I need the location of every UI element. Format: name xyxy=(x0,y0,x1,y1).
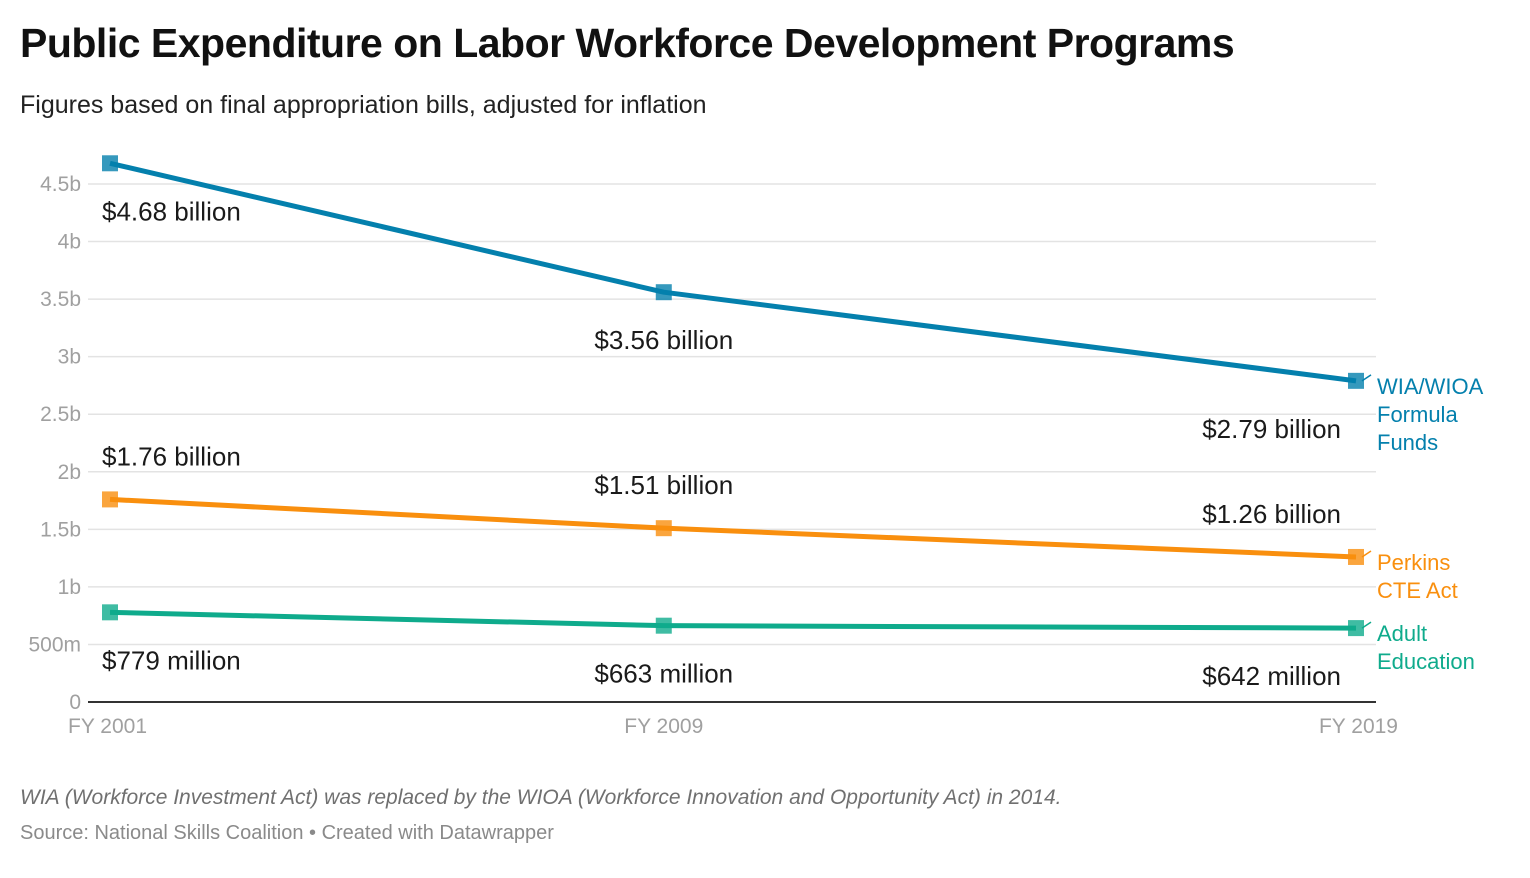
series-name-label: Adult xyxy=(1377,621,1427,646)
y-tick-label: 4.5b xyxy=(40,173,81,196)
series-label-connector xyxy=(1361,621,1372,629)
y-tick-label: 2b xyxy=(58,461,81,484)
data-value-label: $1.76 billion xyxy=(102,441,241,471)
data-value-label: $642 million xyxy=(1202,661,1341,691)
series-lines xyxy=(102,155,1364,637)
data-point-marker xyxy=(102,491,118,508)
data-value-label: $2.79 billion xyxy=(1202,414,1341,444)
data-value-label: $1.51 billion xyxy=(594,470,733,500)
data-point-marker xyxy=(102,155,118,172)
x-tick-label: FY 2009 xyxy=(624,715,703,738)
data-value-label: $3.56 billion xyxy=(594,325,733,355)
y-tick-label: 3b xyxy=(58,346,81,369)
x-tick-label: FY 2001 xyxy=(68,715,147,738)
series-name-label: WIA/WIOA xyxy=(1377,374,1484,399)
series-label-connector xyxy=(1361,550,1372,558)
series-name-label: Funds xyxy=(1377,430,1438,455)
y-tick-label: 500m xyxy=(28,633,81,656)
x-tick-label: FY 2019 xyxy=(1319,715,1398,738)
series-name-label: Formula xyxy=(1377,402,1458,427)
series-line xyxy=(109,609,1357,631)
data-value-label: $4.68 billion xyxy=(102,196,241,226)
y-tick-label: 1b xyxy=(58,576,81,599)
x-axis-ticks: FY 2001 FY 2009 FY 2019 xyxy=(68,715,1398,738)
chart-title: Public Expenditure on Labor Workforce De… xyxy=(20,20,1235,66)
y-tick-label: 4b xyxy=(58,231,81,254)
series-line xyxy=(109,496,1357,560)
data-value-label: $663 million xyxy=(594,659,733,689)
data-point-marker xyxy=(1348,548,1364,565)
data-labels: $4.68 billion $3.56 billion $2.79 billion W… xyxy=(102,196,1484,691)
y-tick-label: 3.5b xyxy=(40,288,81,311)
data-point-marker xyxy=(655,284,672,301)
series-name-label: Perkins xyxy=(1377,550,1450,575)
footnote: WIA (Workforce Investment Act) was repla… xyxy=(20,786,1062,809)
series-name-label: Education xyxy=(1377,649,1475,674)
series-name-label: CTE Act xyxy=(1377,578,1458,603)
data-point-marker xyxy=(1348,372,1364,389)
data-point-marker xyxy=(655,520,672,537)
y-tick-label: 1.5b xyxy=(40,518,81,541)
data-value-label: $779 million xyxy=(102,645,241,675)
series-label-connector xyxy=(1361,374,1372,382)
data-point-marker xyxy=(1348,620,1364,637)
data-point-marker xyxy=(655,617,672,634)
data-point-marker xyxy=(102,604,118,621)
source-credit: Source: National Skills Coalition • Crea… xyxy=(20,822,554,844)
chart-subtitle: Figures based on final appropriation bil… xyxy=(20,91,707,119)
y-axis-ticks: 0 500m 1b 1.5b 2b 2.5b 3b 3.5b 4b 4.5b xyxy=(28,173,81,714)
y-tick-label: 0 xyxy=(69,691,81,714)
data-value-label: $1.26 billion xyxy=(1202,499,1341,529)
y-tick-label: 2.5b xyxy=(40,403,81,426)
